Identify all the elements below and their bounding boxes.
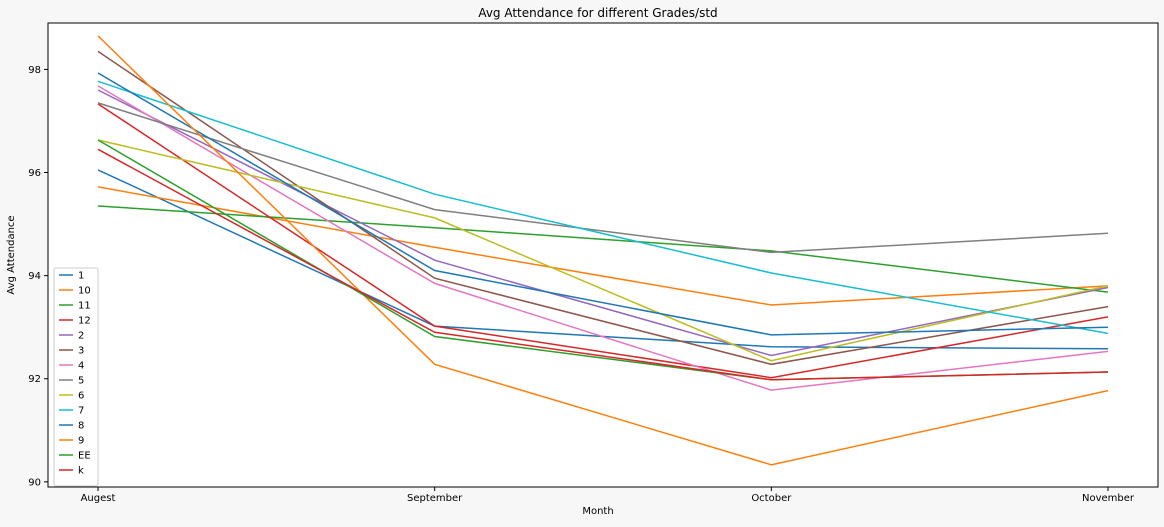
y-tick-label: 92 [28, 374, 41, 385]
x-axis-label: Month [582, 506, 613, 517]
legend-entry: 8 [78, 421, 84, 432]
legend-entry: 3 [78, 346, 84, 357]
chart-title: Avg Attendance for different Grades/std [478, 6, 717, 20]
x-tick-label: November [1082, 493, 1135, 504]
y-tick-label: 98 [28, 65, 41, 76]
x-tick-label: Augest [81, 493, 116, 504]
legend-entry: 11 [78, 301, 91, 312]
x-tick-label: October [751, 493, 792, 504]
y-tick-label: 96 [28, 168, 41, 179]
y-tick-label: 94 [28, 271, 41, 282]
x-tick-label: September [407, 493, 463, 504]
legend-entry: 10 [78, 286, 91, 297]
y-axis-ticks: 90 92 94 96 98 [28, 65, 48, 488]
legend-entry: 2 [78, 331, 84, 342]
legend-entry: 1 [78, 271, 84, 282]
legend: 1 10 11 12 2 3 4 5 6 7 8 9 EE k [54, 268, 98, 486]
legend-entry: 12 [78, 316, 91, 327]
legend-entry: 6 [78, 391, 84, 402]
y-tick-label: 90 [28, 477, 41, 488]
plot-area [48, 23, 1158, 487]
legend-entry: 7 [78, 406, 84, 417]
y-axis-label: Avg Attendance [6, 215, 17, 294]
legend-entry: 4 [78, 361, 84, 372]
legend-entry: 9 [78, 436, 84, 447]
legend-box [54, 268, 98, 486]
legend-entry: EE [78, 451, 91, 462]
legend-entry: k [78, 466, 84, 477]
x-axis-ticks: Augest September October November [81, 487, 1135, 504]
legend-entry: 5 [78, 376, 84, 387]
